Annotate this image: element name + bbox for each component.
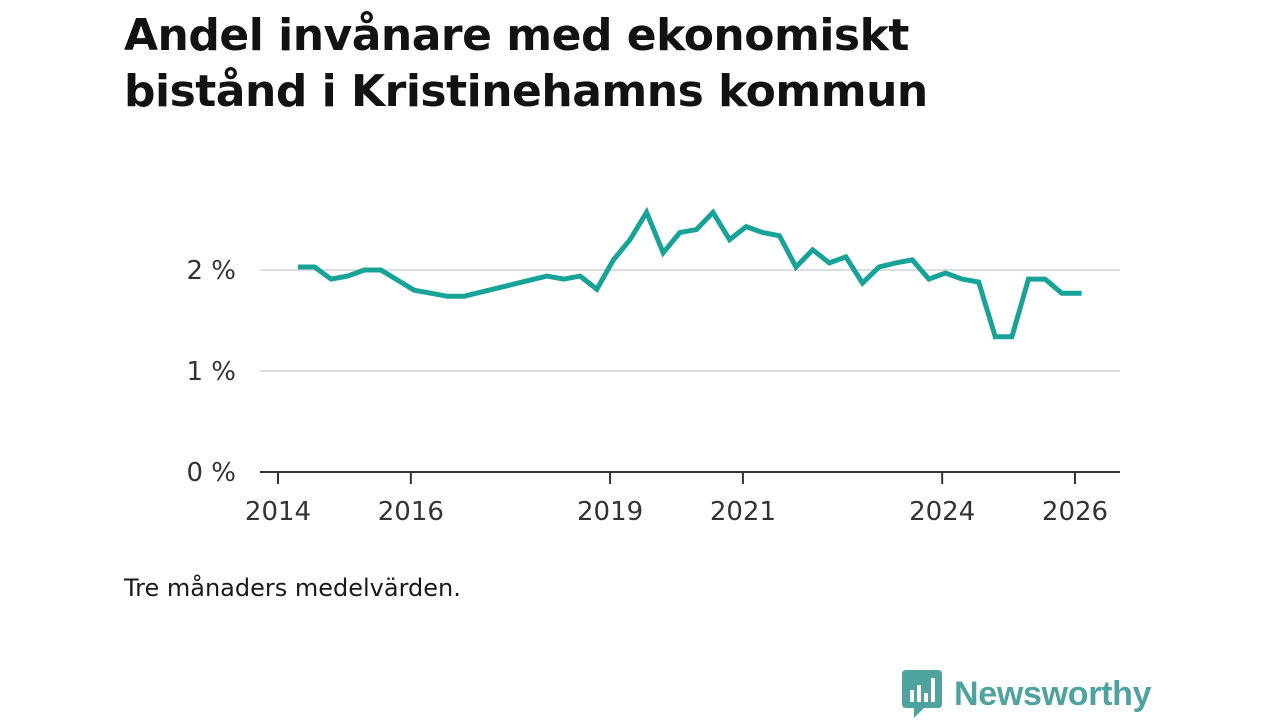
series-layer (297, 206, 1082, 340)
chart-note: Tre månaders medelvärden. (124, 574, 461, 602)
series-line (297, 206, 1082, 340)
newsworthy-logo[interactable]: Newsworthy (902, 670, 1152, 718)
x-tick-label: 2019 (577, 497, 643, 527)
line-chart: 0 % 1 % 2 % 2014 2016 2019 2021 2024 2026 (186, 206, 1120, 527)
x-tick-label: 2024 (909, 497, 975, 527)
y-tick-label: 0 % (186, 458, 236, 488)
y-tick-label: 1 % (186, 357, 236, 387)
x-tick-label: 2014 (245, 497, 311, 527)
brand-name: Newsworthy (954, 674, 1152, 713)
y-tick-label: 2 % (186, 256, 236, 286)
chart-title-line-2: bistånd i Kristinehamns kommun (124, 66, 928, 117)
x-tick-label: 2016 (378, 497, 444, 527)
chart-title: Andel invånare med ekonomiskt bistånd i … (124, 8, 1124, 120)
grid-lines: 0 % 1 % 2 % (186, 256, 1120, 488)
x-tick-label: 2021 (710, 497, 776, 527)
x-axis: 2014 2016 2019 2021 2024 2026 (245, 471, 1120, 527)
x-tick-label: 2026 (1042, 497, 1108, 527)
chart-title-line-1: Andel invånare med ekonomiskt (124, 10, 909, 61)
bar-chart-speech-bubble-icon (902, 670, 942, 718)
